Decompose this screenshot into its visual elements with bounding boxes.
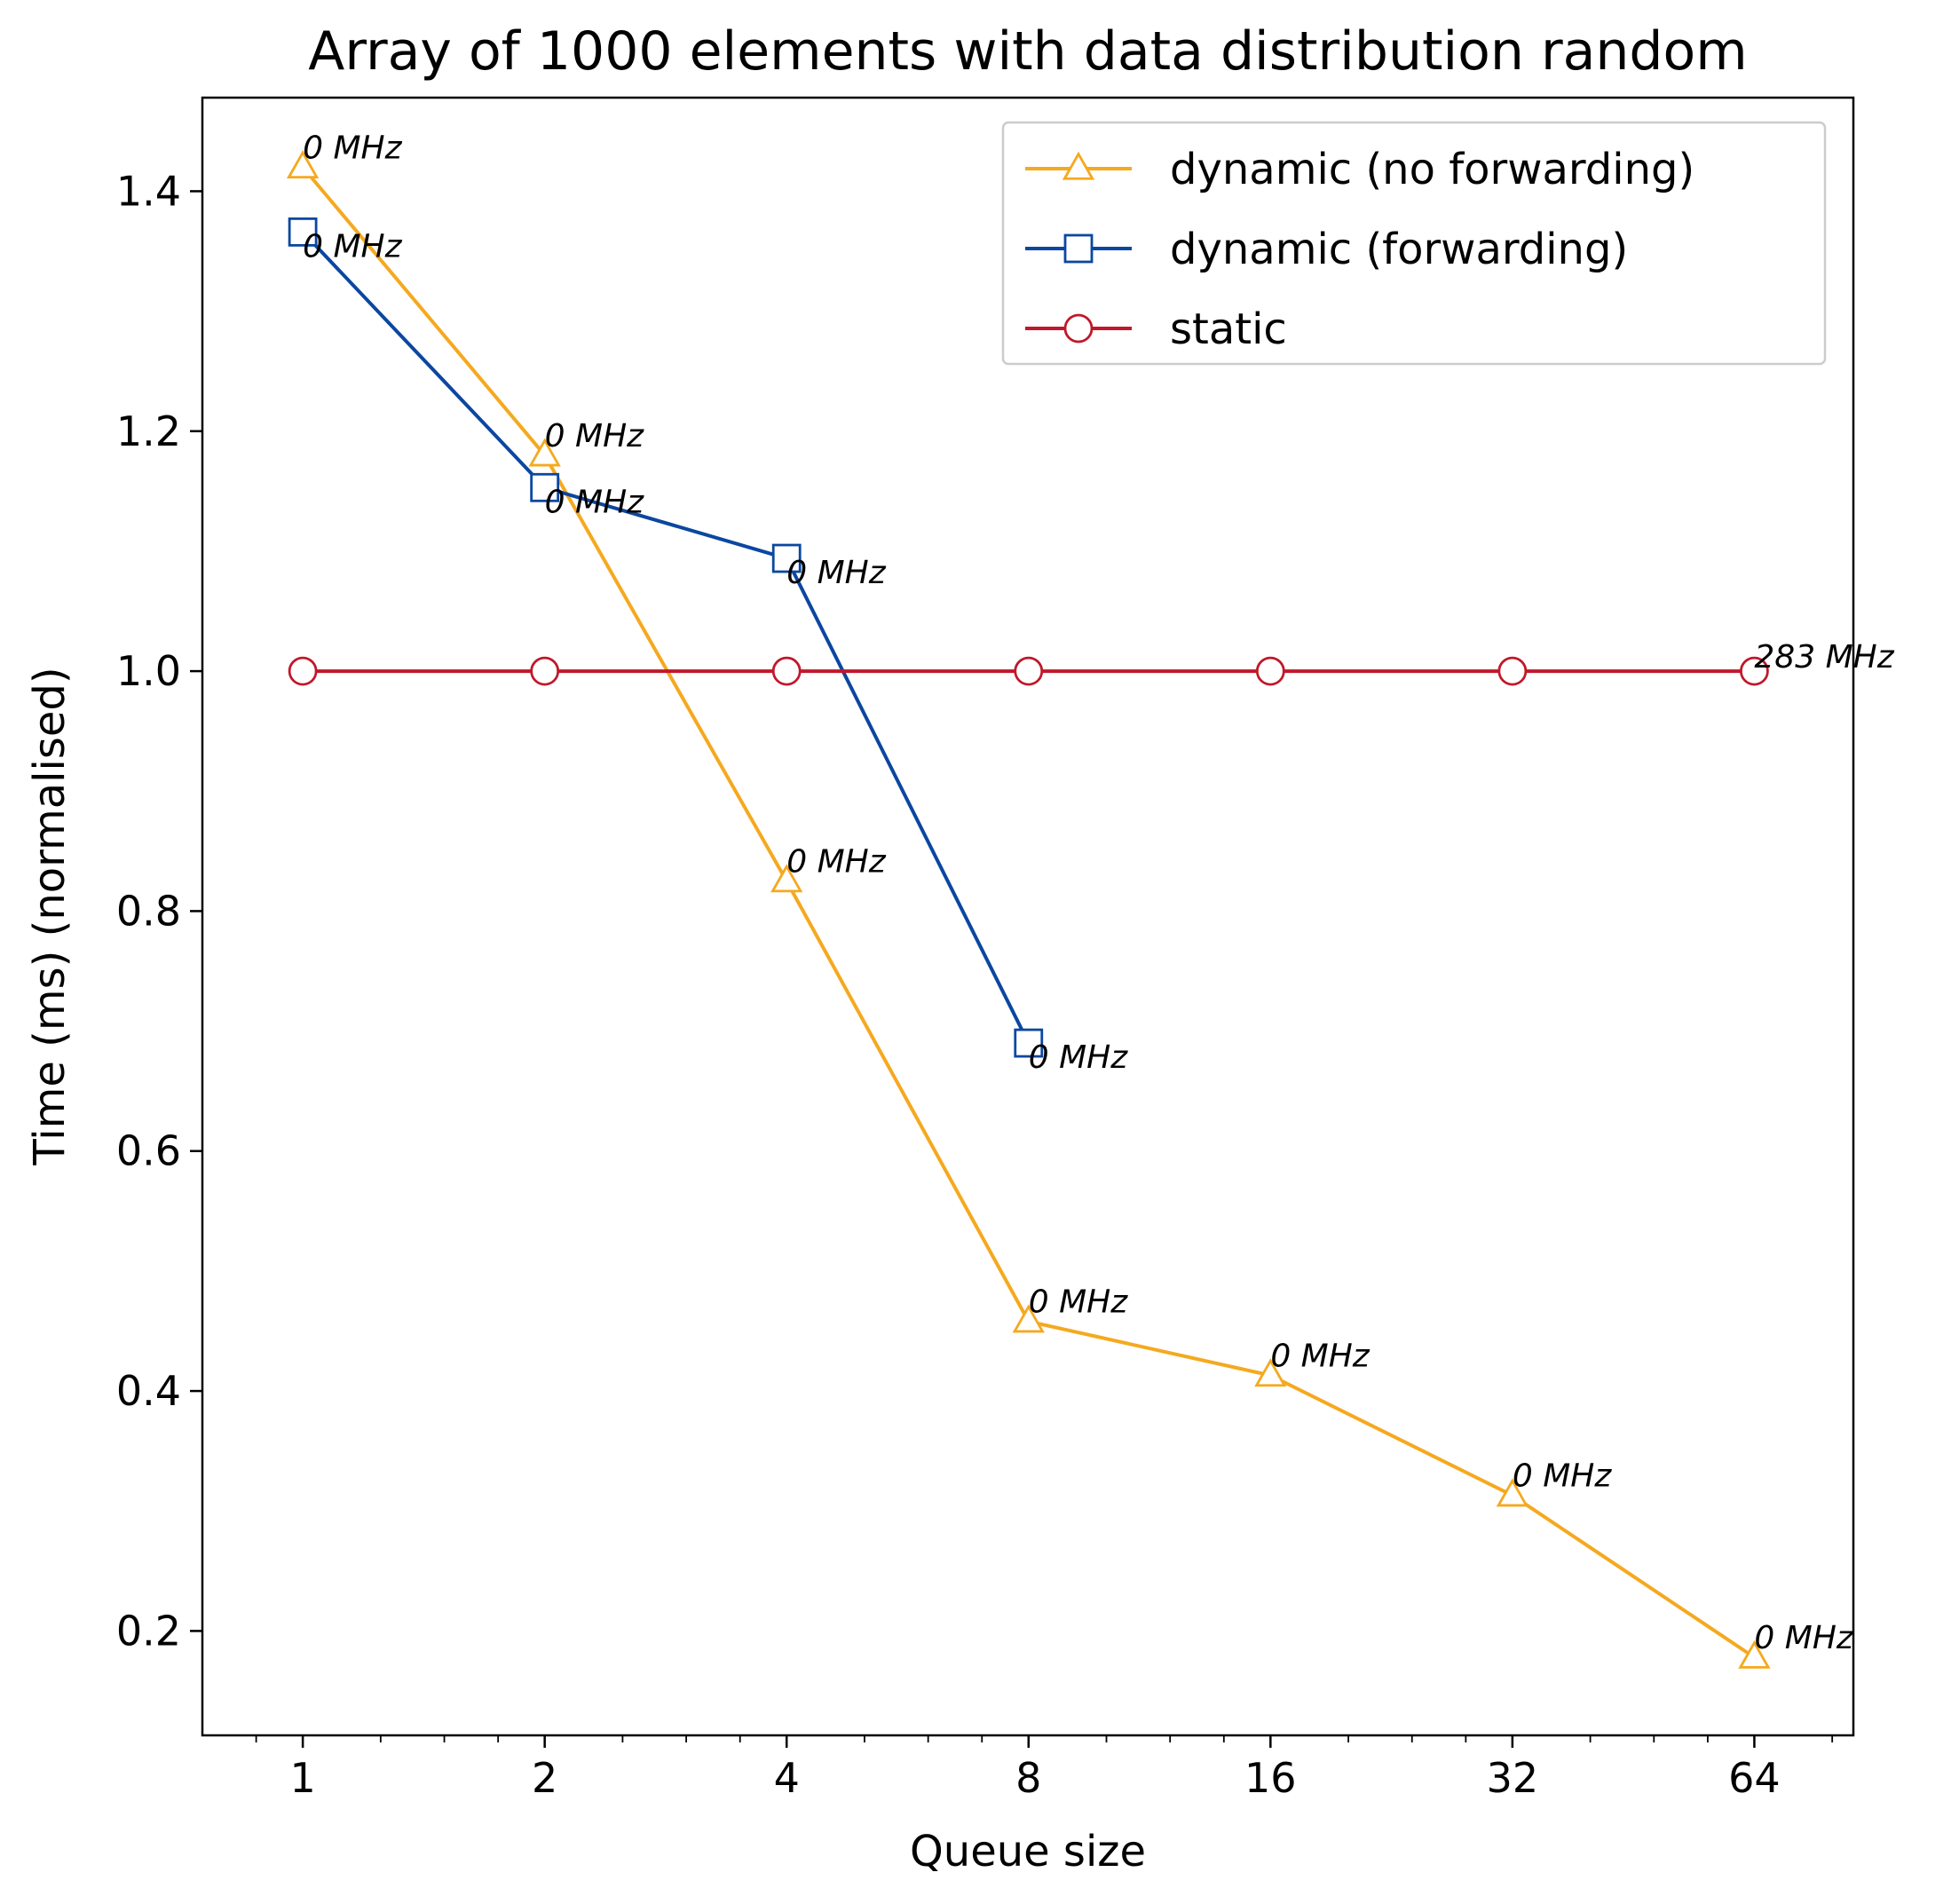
x-tick-label: 2 [532,1754,557,1802]
point-label: 283 MHz [1754,639,1894,675]
point-label: 0 MHz [786,555,886,591]
data-point-0 [1254,1358,1287,1387]
point-label: 0 MHz [1029,1039,1128,1076]
data-point-0 [286,150,320,179]
y-tick-label: 1.2 [116,407,181,455]
data-point-0 [1738,1639,1771,1669]
x-tick-label: 4 [774,1754,800,1802]
point-label: 0 MHz [545,484,644,520]
point-label: 0 MHz [545,418,644,454]
data-point-1 [530,472,560,502]
legend-label: static [1170,304,1287,354]
point-label: 0 MHz [786,844,886,881]
data-point-2 [1255,656,1285,686]
x-tick-label: 8 [1015,1754,1041,1802]
x-tick-label: 32 [1487,1754,1539,1802]
legend-frame [1001,121,1827,366]
y-tick-label: 0.2 [116,1607,181,1655]
y-tick-label: 1.0 [116,647,181,695]
point-label: 0 MHz [303,228,402,265]
data-point-2 [530,656,560,686]
data-point-0 [528,438,561,467]
x-tick-label: 1 [289,1754,315,1802]
x-tick-label: 16 [1244,1754,1297,1802]
point-label: 0 MHz [1754,1620,1853,1656]
data-point-2 [771,656,802,686]
point-label: 0 MHz [1029,1284,1128,1321]
y-axis-label: Time (ms) (normalised) [25,667,75,1165]
data-point-0 [770,864,803,893]
data-point-0 [1012,1304,1045,1333]
y-tick-label: 0.6 [116,1127,181,1175]
data-point-0 [1496,1478,1529,1507]
data-point-1 [1014,1028,1044,1058]
y-axis: 0.2 0.4 0.6 0.8 1.0 1.2 1.4 [116,167,202,1655]
legend-label: dynamic (forwarding) [1170,225,1628,274]
x-tick-label: 64 [1728,1754,1781,1802]
legend-marker [1063,313,1094,344]
legend-marker [1062,151,1095,180]
plot-area: 0 MHz 0 MHz 0 MHz 0 MHz 0 MHz 0 MHz 0 MHz 0 MHz… [286,130,1895,1669]
point-label: 0 MHz [1270,1339,1370,1375]
chart-title: Array of 1000 elements with data distrib… [308,20,1747,83]
series-line-1 [301,231,1031,1044]
legend: dynamic (no forwarding) dynamic (forwardi… [1001,121,1827,366]
data-point-1 [288,217,318,247]
x-axis: 1 2 4 8 16 32 64 [255,1735,1834,1802]
y-tick-label: 1.4 [116,167,181,215]
legend-label: dynamic (no forwarding) [1170,145,1694,194]
data-point-1 [771,543,802,573]
y-tick-label: 0.4 [116,1367,181,1415]
x-axis-label: Queue size [910,1827,1146,1876]
data-point-2 [1740,656,1769,686]
data-point-2 [1014,656,1044,686]
point-label: 0 MHz [303,130,402,166]
point-label: 0 MHz [1513,1458,1612,1495]
data-point-2 [1497,656,1528,686]
data-point-2 [288,656,318,686]
y-tick-label: 0.8 [116,887,181,935]
series-line-0 [301,166,1756,1659]
legend-marker [1063,233,1094,264]
